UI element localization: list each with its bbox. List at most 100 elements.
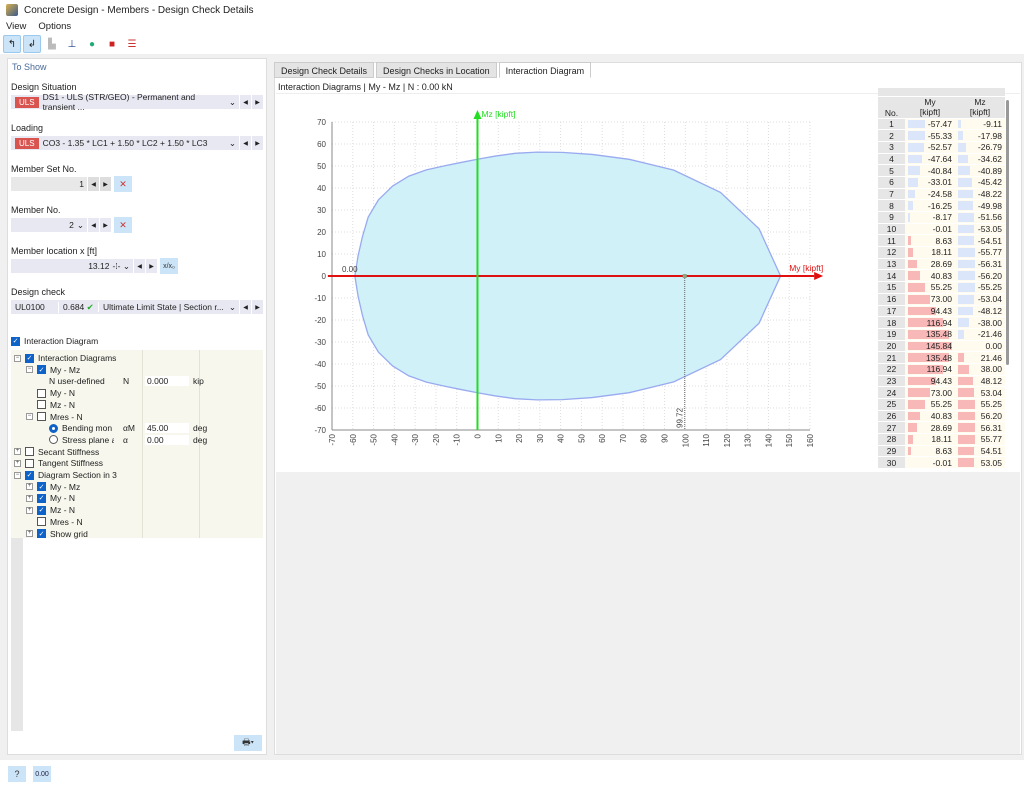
next-icon[interactable]: ▶ [145,259,157,273]
tree-item[interactable]: N user-defined [38,375,115,387]
y-tick-label: 30 [317,206,326,215]
expand-icon[interactable]: + [26,506,33,514]
prev-icon[interactable]: ◀ [133,259,145,273]
param-value[interactable]: 0.000 [145,376,189,387]
interaction-diagram-toggle[interactable]: ✓ Interaction Diagram [11,335,98,347]
next-icon[interactable]: ▶ [99,218,111,232]
checkbox[interactable]: ✓ [11,336,20,346]
design-check-select[interactable]: UL0100 0.684 ✔ Ultimate Limit State | Sect… [11,300,239,314]
row-number: 17 [878,305,905,318]
expand-icon[interactable]: + [26,483,33,491]
row-number: 18 [878,316,905,329]
checkbox[interactable] [25,458,34,468]
table-row: 30 -0.01 53.05 [878,456,1005,470]
tab-interaction-diagram[interactable]: Interaction Diagram [498,62,592,78]
checkbox[interactable] [37,412,46,421]
tree-item[interactable]: + ✓ My - N [26,492,170,504]
member-icon[interactable]: ⊥ [67,38,77,50]
my-cell: 18.11 [905,433,955,446]
checkbox[interactable] [25,447,34,457]
relative-location-button[interactable]: x/x₀ [160,258,178,274]
tree-item[interactable]: − Mres - N [26,411,170,423]
collapse-icon[interactable]: − [26,413,33,420]
prev-icon[interactable]: ◀ [239,95,251,109]
expand-icon[interactable]: + [14,459,21,467]
design-situation-select[interactable]: ULS DS1 - ULS (STR/GEO) - Permanent and t… [11,92,239,112]
tree-item[interactable]: − ✓ My - Mz [26,364,170,376]
expand-icon[interactable]: + [14,448,21,456]
info-red-icon[interactable]: ■ [108,38,116,50]
prev-icon[interactable]: ◀ [87,177,99,191]
pick-member-icon[interactable]: ✕ [114,176,132,192]
tree-item[interactable]: Stress plane a [38,434,114,446]
checkbox[interactable]: ✓ [37,529,46,538]
tree-item[interactable]: − ✓ Diagram Section in 3 [14,469,158,481]
tab-design-check-details[interactable]: Design Check Details [274,62,375,78]
member-no-select[interactable]: 2 ⌄ [11,218,87,232]
collapse-icon[interactable]: − [14,354,21,362]
expand-icon[interactable]: + [26,530,33,537]
value-bar [958,411,975,421]
tree-item[interactable]: + ✓ Mz - N [26,504,170,516]
tree-item[interactable]: My - N [26,387,170,399]
member-set-input[interactable]: 1 [11,177,87,191]
checkbox[interactable] [37,388,46,398]
status-bar: ? 0.00 [0,760,1024,790]
prev-icon[interactable]: ◀ [87,218,99,232]
collapse-icon[interactable]: − [26,366,33,374]
menu-options[interactable]: Options [38,21,72,32]
checkbox[interactable]: ✓ [25,470,34,480]
print-button[interactable]: 🖶▾ [234,735,262,751]
tree-item[interactable]: + Tangent Stiffness [14,457,158,469]
x-tick-label: 140 [764,433,773,447]
next-icon[interactable]: ▶ [251,300,263,314]
prev-icon[interactable]: ◀ [239,300,251,314]
info-color-icon[interactable]: ● [88,38,96,50]
value-bar [908,248,914,257]
param-value[interactable]: 45.00 [145,423,189,434]
checkbox[interactable]: ✓ [37,365,46,375]
table-row: 9 -8.17 -51.56 [878,211,1005,224]
location-select[interactable]: 13.12 -⁞- ⌄ [11,259,133,273]
checkbox[interactable] [37,517,46,527]
select-alt-icon[interactable]: ↲ [23,35,41,53]
next-icon[interactable]: ▶ [251,95,263,109]
checkbox[interactable] [37,400,46,410]
next-icon[interactable]: ▶ [99,177,111,191]
radio[interactable] [49,423,58,433]
row-number: 6 [878,176,905,189]
x-tick-label: -50 [370,433,379,445]
next-icon[interactable]: ▶ [251,136,263,150]
decimal-icon[interactable]: 0.00 [33,766,51,782]
help-icon[interactable]: ? [8,766,26,782]
tree-item[interactable]: + ✓ Show grid [26,528,170,540]
tree-item[interactable]: + ✓ My - Mz [26,481,170,493]
tree-scrollbar[interactable] [11,538,23,731]
table-scrollbar[interactable] [1006,100,1009,365]
tree-item[interactable]: − ✓ Interaction Diagrams [14,352,158,364]
settings-lines-icon[interactable]: ☰ [127,38,137,50]
loading-select[interactable]: ULS CO3 - 1.35 * LC1 + 1.50 * LC2 + 1.50 … [11,136,239,150]
checkbox[interactable]: ✓ [37,482,46,492]
x-tick-label: 110 [702,433,711,446]
table-row: 1 -57.47 -9.11 [878,118,1005,131]
checkbox[interactable]: ✓ [37,505,46,515]
tab-design-checks-in-location[interactable]: Design Checks in Location [376,62,497,78]
expand-icon[interactable]: + [26,494,33,502]
select-icon[interactable]: ↰ [3,35,21,53]
tree-item[interactable]: Mz - N [26,399,170,411]
pick-member-icon[interactable]: ✕ [114,217,132,233]
radio[interactable] [49,435,58,445]
tree-item[interactable]: + Secant Stiffness [14,446,158,458]
prev-icon[interactable]: ◀ [239,136,251,150]
tree-item[interactable]: Mres - N [26,516,170,528]
value-bar [958,224,974,234]
tree-item[interactable]: Bending mon [38,422,114,434]
my-axis-arrow [814,272,824,280]
section-icon[interactable]: ▙ [48,38,56,50]
collapse-icon[interactable]: − [14,471,21,479]
checkbox[interactable]: ✓ [25,353,34,363]
menu-view[interactable]: View [6,21,27,32]
param-value[interactable]: 0.00 [145,434,189,445]
checkbox[interactable]: ✓ [37,493,46,503]
